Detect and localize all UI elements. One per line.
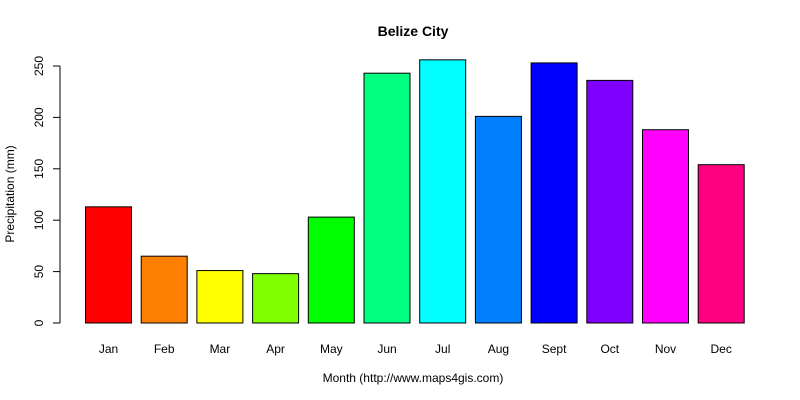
- bar-jul: [419, 59, 467, 324]
- bar-oct: [586, 79, 634, 324]
- bar-may: [307, 216, 355, 324]
- y-tick-label: 150: [32, 158, 46, 178]
- bar-mar: [196, 270, 244, 324]
- y-axis: 0 50 100 150 200 250: [32, 56, 61, 326]
- x-tick-label: Jul: [435, 342, 450, 356]
- x-tick-label: Oct: [600, 342, 619, 356]
- y-tick-label: 50: [32, 265, 46, 279]
- chart-title: Belize City: [378, 23, 449, 39]
- x-tick-label: Sept: [542, 342, 567, 356]
- x-axis-tick-labels: Jan Feb Mar Apr May Jun Jul Aug Sept Oct Nov Dec: [99, 342, 732, 356]
- bar-feb: [140, 255, 188, 324]
- bar-jun: [363, 72, 411, 324]
- x-tick-label: Jun: [377, 342, 396, 356]
- y-tick-label: 250: [32, 56, 46, 76]
- bars-group: [85, 59, 745, 324]
- x-tick-label: Mar: [210, 342, 231, 356]
- bar-dec: [697, 164, 745, 324]
- x-tick-label: Jan: [99, 342, 118, 356]
- x-tick-label: Aug: [488, 342, 509, 356]
- x-tick-label: Apr: [266, 342, 285, 356]
- bar-apr: [252, 273, 300, 324]
- bar-aug: [474, 115, 522, 324]
- bar-nov: [642, 129, 689, 324]
- x-tick-label: May: [320, 342, 343, 356]
- x-tick-label: Nov: [655, 342, 676, 356]
- y-axis-label: Precipitation (mm): [3, 145, 17, 242]
- y-tick-label: 200: [32, 107, 46, 127]
- y-tick-label: 0: [32, 319, 46, 326]
- x-tick-label: Dec: [711, 342, 732, 356]
- bar-sept: [530, 62, 578, 324]
- y-tick-label: 100: [32, 210, 46, 230]
- bar-jan: [85, 206, 132, 324]
- x-tick-label: Feb: [154, 342, 175, 356]
- x-axis-label: Month (http://www.maps4gis.com): [323, 371, 504, 385]
